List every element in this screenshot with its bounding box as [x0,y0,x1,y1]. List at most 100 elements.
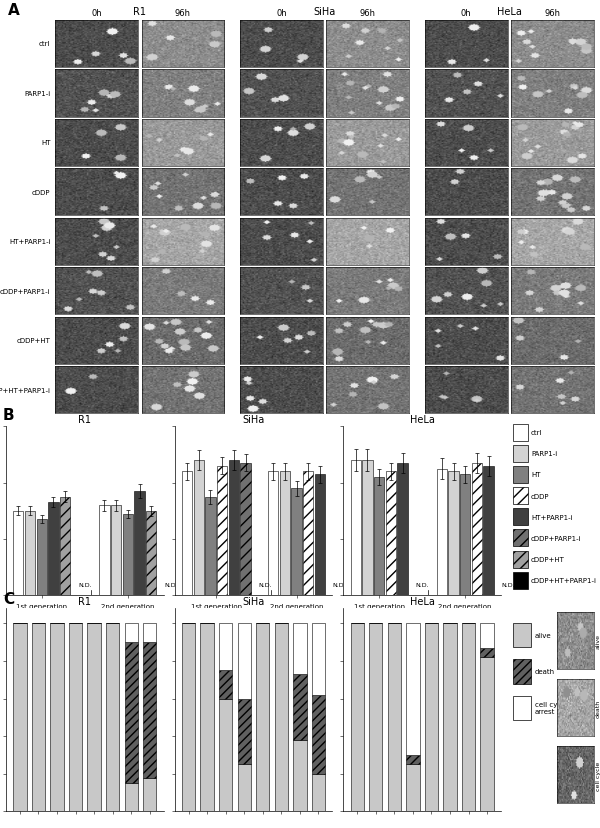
Bar [513,445,527,462]
Bar [443,623,457,811]
Bar [111,506,121,595]
Title: HeLa: HeLa [410,596,434,607]
Bar [134,492,145,595]
Bar [513,659,531,684]
Title: SiHa: SiHa [242,596,265,607]
Bar [513,488,527,504]
Bar [293,674,307,740]
Bar [481,648,494,657]
Bar [200,623,214,811]
Text: cDDP: cDDP [531,493,550,499]
Title: R1: R1 [78,415,91,425]
Title: SiHa: SiHa [242,415,265,425]
Bar [312,774,325,811]
Bar [280,472,290,595]
Text: SiHa: SiHa [313,7,336,17]
Bar [513,551,527,568]
Bar [292,489,302,595]
Bar [513,623,531,647]
Bar [350,460,361,595]
Text: death: death [535,668,555,675]
Text: HT+PARP1-i: HT+PARP1-i [531,514,572,520]
Text: ctrl: ctrl [531,430,542,436]
Text: B: B [3,407,14,422]
Bar [513,696,531,720]
Bar [425,623,438,811]
Bar [362,460,373,595]
Bar [315,474,325,595]
Text: HeLa: HeLa [497,7,522,17]
Bar [388,623,401,811]
Bar [513,466,527,484]
Bar [69,623,82,811]
Bar [106,623,119,811]
Bar [37,520,47,595]
Bar [481,657,494,811]
Bar [462,623,475,811]
Bar [303,472,313,595]
Text: 0h: 0h [461,9,472,18]
Text: N.D.: N.D. [164,582,178,587]
Bar [513,424,527,441]
Bar [448,472,458,595]
Bar [88,623,101,811]
Text: N.D.: N.D. [259,582,272,587]
Bar [182,623,195,811]
Text: cDDP+HT+PARP1-i: cDDP+HT+PARP1-i [531,577,597,584]
Bar [32,623,45,811]
Bar [369,623,382,811]
Text: alive: alive [535,632,551,638]
Text: 96h: 96h [545,9,560,18]
Bar [13,511,23,595]
Text: A: A [8,2,20,17]
Bar [397,464,407,595]
Bar [143,643,157,777]
Text: HT+PARP1-i: HT+PARP1-i [9,239,50,245]
Text: cDDP+PARP1-i: cDDP+PARP1-i [531,535,581,542]
Text: C: C [3,591,14,606]
Bar [238,623,251,699]
Bar [238,764,251,811]
Bar [48,503,59,595]
Bar [460,474,470,595]
Bar [374,478,384,595]
Bar [25,511,35,595]
Bar [406,623,419,755]
Bar [275,623,288,811]
Text: HT: HT [41,140,50,147]
Bar [125,783,138,811]
Text: N.D.: N.D. [333,582,346,587]
Bar [293,623,307,674]
Bar [99,506,110,595]
Text: cDDP+PARP1-i: cDDP+PARP1-i [0,288,50,295]
Bar [219,671,232,699]
Bar [60,497,70,595]
Text: PARP1-i: PARP1-i [531,450,557,457]
Bar [484,466,494,595]
Bar [513,508,527,526]
Text: cDDP+HT: cDDP+HT [531,556,565,562]
Bar [268,472,278,595]
Bar [125,643,138,783]
Text: 96h: 96h [175,9,191,18]
Title: R1: R1 [78,596,91,607]
Bar [312,623,325,695]
Bar [437,469,447,595]
Bar [146,511,157,595]
Bar [513,572,527,589]
Text: cell cycle
arrest: cell cycle arrest [535,701,568,715]
Bar [217,466,227,595]
Bar [350,623,364,811]
Bar [312,695,325,774]
Text: N.D.: N.D. [415,582,429,587]
Text: cDDP: cDDP [32,190,50,195]
Text: HT: HT [531,472,541,478]
Text: N.D.: N.D. [78,582,92,587]
Bar [229,460,239,595]
Bar [219,699,232,811]
Text: cDDP+HT+PARP1-i: cDDP+HT+PARP1-i [0,388,50,393]
Bar [143,623,157,643]
Bar [219,623,232,671]
Bar [386,472,396,595]
Text: death: death [596,699,600,717]
